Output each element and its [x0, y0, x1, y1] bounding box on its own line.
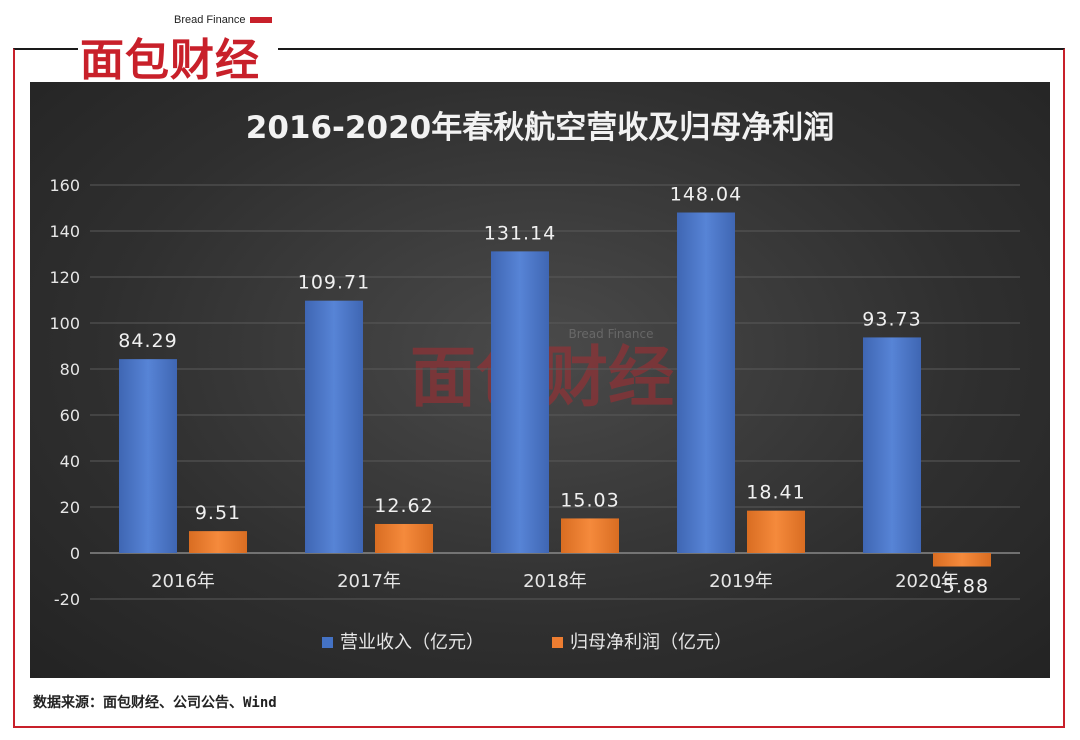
x-category-label: 2019年	[709, 571, 773, 592]
labels-layer: 84.29 9.51 2016年 109.71 12.62 2017年 131.14 15.0…	[118, 184, 989, 598]
profit-value-label: -5.88	[935, 576, 989, 598]
legend: 营业收入（亿元） 归母净利润（亿元）	[322, 632, 732, 653]
revenue-value-label: 84.29	[118, 330, 177, 352]
revenue-bar	[119, 359, 177, 553]
legend-label-revenue: 营业收入（亿元）	[340, 632, 484, 653]
y-tick-label: 100	[49, 314, 80, 333]
x-category-label: 2016年	[151, 571, 215, 592]
legend-swatch-revenue	[322, 637, 333, 648]
y-tick-label: 60	[60, 406, 80, 425]
revenue-bar	[305, 300, 363, 553]
revenue-value-label: 93.73	[862, 308, 921, 330]
y-tick-label: 20	[60, 498, 80, 517]
revenue-bar	[863, 337, 921, 553]
chart-title: 2016-2020年春秋航空营收及归母净利润	[246, 110, 834, 146]
x-category-label: 2017年	[337, 571, 401, 592]
y-tick-label: 80	[60, 360, 80, 379]
revenue-value-label: 109.71	[298, 272, 370, 294]
profit-bar	[747, 510, 805, 553]
profit-bar	[933, 553, 991, 567]
chart-svg: 2016-2020年春秋航空营收及归母净利润 Bread Finance 面包财…	[49, 110, 1020, 653]
bars-layer	[119, 212, 991, 567]
profit-value-label: 9.51	[195, 502, 241, 524]
profit-value-label: 15.03	[560, 489, 619, 511]
revenue-value-label: 148.04	[670, 184, 742, 206]
logo-english-text: Bread Finance	[174, 14, 246, 26]
logo-chinese-text: 面包财经	[80, 35, 260, 86]
legend-swatch-profit	[552, 637, 563, 648]
y-tick-label: -20	[54, 590, 80, 609]
brand-logo: Bread Finance 面包财经	[78, 14, 278, 86]
y-tick-label: 140	[49, 222, 80, 241]
y-tick-label: 120	[49, 268, 80, 287]
revenue-bar	[677, 212, 735, 553]
y-tick-label: 0	[70, 544, 80, 563]
y-tick-label: 40	[60, 452, 80, 471]
profit-bar	[189, 531, 247, 553]
profit-value-label: 18.41	[746, 482, 805, 504]
profit-value-label: 12.62	[374, 495, 433, 517]
profit-bar	[375, 523, 433, 553]
revenue-value-label: 131.14	[484, 222, 556, 244]
revenue-bar	[491, 251, 549, 554]
logo-accent-bar	[250, 17, 272, 23]
x-category-label: 2018年	[523, 571, 587, 592]
x-category-label: 2020年	[895, 571, 959, 592]
source-note: 数据来源：面包财经、公司公告、Wind	[33, 695, 277, 711]
y-tick-label: 160	[49, 176, 80, 195]
profit-bar	[561, 518, 619, 553]
chart-panel: 2016-2020年春秋航空营收及归母净利润 Bread Finance 面包财…	[30, 82, 1050, 678]
watermark-english-text: Bread Finance	[569, 327, 654, 341]
frame-border	[13, 48, 1065, 728]
legend-label-profit: 归母净利润（亿元）	[570, 632, 732, 653]
